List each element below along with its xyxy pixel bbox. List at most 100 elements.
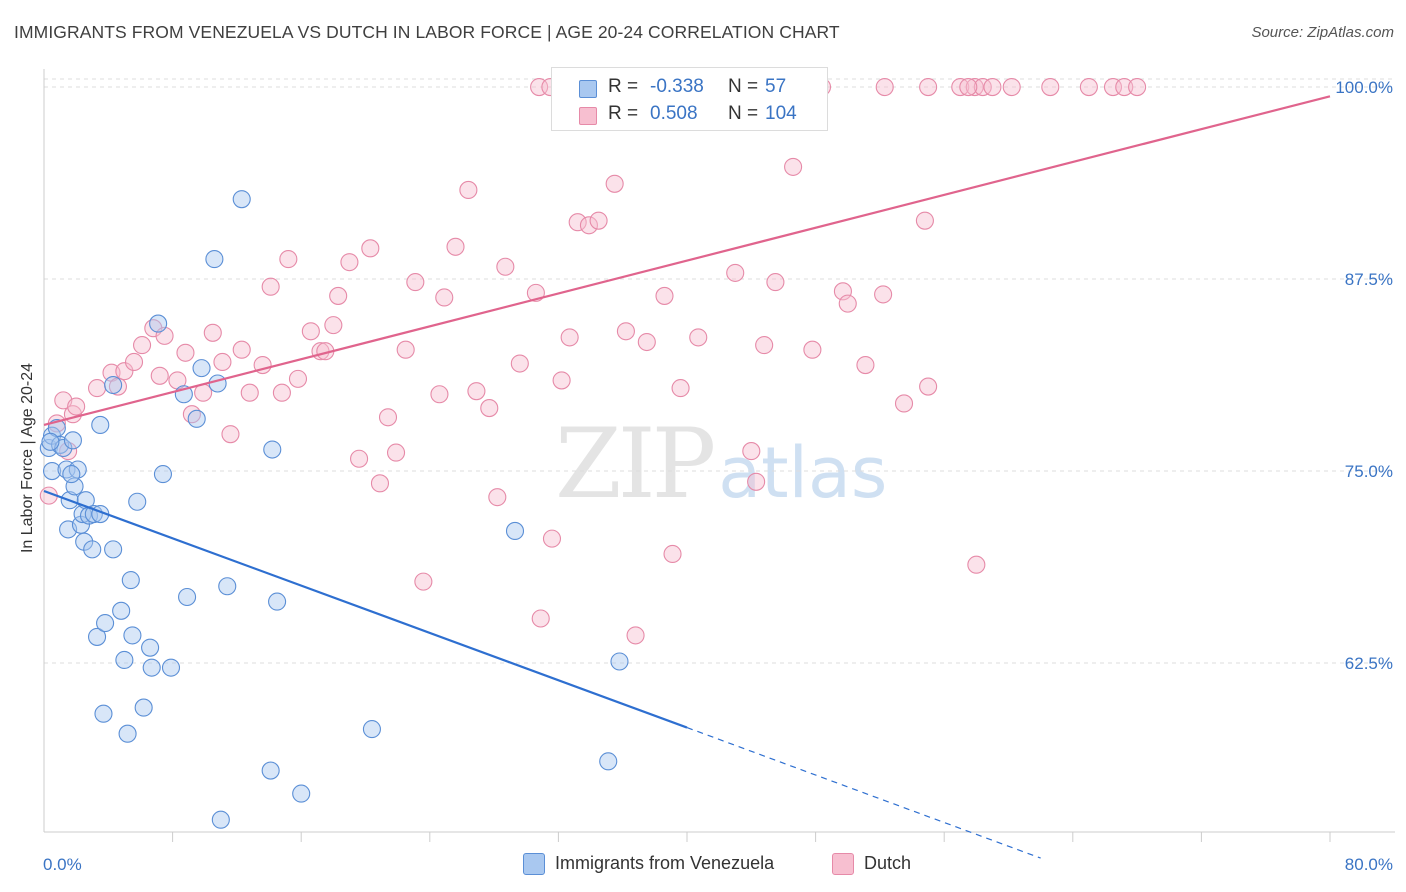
venezuela-point <box>83 540 102 559</box>
venezuela-point <box>118 724 137 743</box>
venezuela-point <box>263 440 282 459</box>
dutch-point <box>579 216 598 235</box>
venezuela-point <box>505 521 525 540</box>
dutch-point <box>1002 77 1021 97</box>
dutch-point <box>919 77 938 97</box>
y-axis-label: In Labor Force | Age 20-24 <box>19 362 36 554</box>
r-value: 0.508 <box>650 103 698 124</box>
dutch-swatch <box>579 107 597 125</box>
venezuela-point <box>104 540 123 559</box>
r-value: -0.338 <box>650 76 704 97</box>
dutch-point <box>959 77 978 97</box>
dutch-point <box>856 356 875 375</box>
venezuela-legend-swatch <box>523 853 545 875</box>
venezuela-trend-extension <box>686 726 1041 859</box>
venezuela-point <box>115 650 134 670</box>
legend-label: Dutch <box>864 853 912 873</box>
x-tick-label: 80.0% <box>1345 855 1393 874</box>
n-label: N = <box>728 103 759 124</box>
legend-label: Immigrants from Venezuela <box>555 853 775 873</box>
dutch-point <box>983 77 1002 97</box>
dutch-point <box>378 408 398 427</box>
venezuela-point <box>104 375 123 395</box>
watermark: ZIPatlas <box>555 408 887 520</box>
venezuela-point <box>261 761 280 780</box>
dutch-point <box>435 288 454 307</box>
dutch-point <box>560 328 579 347</box>
venezuela-point <box>153 465 173 484</box>
venezuela-point <box>149 314 168 333</box>
dutch-point <box>1128 77 1147 97</box>
y-tick-label: 62.5% <box>1345 654 1393 673</box>
dutch-point <box>261 277 280 296</box>
dutch-point <box>133 336 152 355</box>
y-tick-label: 87.5% <box>1345 270 1393 289</box>
venezuela-point <box>187 409 206 428</box>
dutch-point <box>324 316 343 335</box>
stats-legend: R = -0.338 N = 57 R = 0.508 N = 104 <box>551 67 828 131</box>
dutch-point <box>589 211 608 230</box>
dutch-point <box>1115 77 1134 97</box>
dutch-point <box>301 322 320 341</box>
venezuela-point <box>161 658 181 677</box>
dutch-point <box>766 273 785 292</box>
dutch-point <box>480 399 499 418</box>
dutch-point <box>655 286 674 305</box>
dutch-trend-line <box>43 95 1331 427</box>
dutch-point <box>414 572 433 591</box>
dutch-point <box>203 323 222 342</box>
venezuela-point <box>123 626 142 645</box>
venezuela-point <box>218 577 237 596</box>
dutch-point <box>288 369 308 388</box>
n-value: 104 <box>765 103 797 124</box>
dutch-point <box>1079 77 1098 97</box>
dutch-point <box>689 328 708 347</box>
venezuela-point <box>96 614 115 633</box>
dutch-point <box>124 352 144 372</box>
dutch-point <box>755 336 774 355</box>
dutch-point <box>272 383 291 402</box>
dutch-point <box>663 544 682 564</box>
watermark-zip: ZIP <box>555 408 716 520</box>
r-label: R = <box>608 103 639 124</box>
venezuela-point <box>268 592 287 611</box>
venezuela-point <box>292 784 311 803</box>
x-tick-label: 0.0% <box>43 855 82 874</box>
venezuela-point <box>134 698 153 717</box>
dutch-point <box>386 443 406 462</box>
dutch-point <box>240 383 259 402</box>
venezuela-point <box>211 810 230 829</box>
venezuela-point <box>87 627 107 646</box>
venezuela-point <box>121 571 140 590</box>
venezuela-point <box>62 465 81 484</box>
dutch-point <box>430 385 449 404</box>
n-label: N = <box>728 76 759 97</box>
dutch-point <box>973 77 992 97</box>
venezuela-point <box>610 652 629 671</box>
venezuela-point <box>192 359 211 378</box>
dutch-legend-swatch <box>832 853 854 875</box>
dutch-point <box>915 211 934 230</box>
dutch-point <box>370 474 390 493</box>
dutch-point <box>396 340 415 359</box>
venezuela-point <box>208 374 227 393</box>
dutch-point <box>361 239 380 258</box>
dutch-point <box>919 377 938 396</box>
dutch-point <box>496 257 515 276</box>
dutch-point <box>467 382 486 401</box>
venezuela-point <box>142 658 161 677</box>
dutch-point <box>340 253 359 272</box>
dutch-point <box>552 371 571 390</box>
dutch-point <box>626 626 645 645</box>
dutch-point <box>115 362 134 381</box>
venezuela-point <box>112 601 131 620</box>
r-label: R = <box>608 76 639 97</box>
dutch-point <box>350 449 369 468</box>
venezuela-point <box>599 752 618 771</box>
dutch-point <box>1041 77 1060 97</box>
dutch-point <box>150 366 169 385</box>
dutch-point <box>531 609 550 628</box>
dutch-point <box>459 180 478 200</box>
dutch-point <box>510 354 529 373</box>
